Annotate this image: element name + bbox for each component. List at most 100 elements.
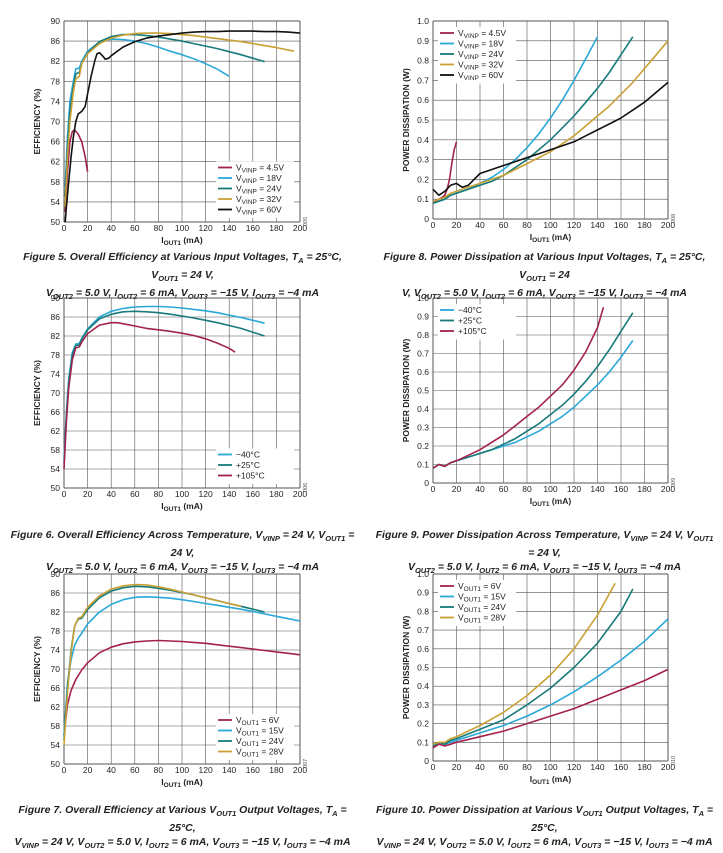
y-tick-label: 78 (51, 626, 61, 636)
series-line-0 (432, 668, 669, 749)
x-tick-label: 60 (130, 765, 140, 775)
x-tick-label: 20 (83, 765, 93, 775)
series-line-4 (64, 30, 301, 223)
x-tick-label: 40 (106, 765, 116, 775)
x-tick-label: 140 (222, 223, 236, 233)
y-tick-label: 82 (51, 331, 61, 341)
x-tick-label: 200 (661, 484, 675, 494)
y-tick-label: 0.6 (417, 367, 429, 377)
figure-10-panel: 0 20 40 60 80 100 120 140 160 180 200 0 0.1 0.2 0.3 0.4… (361, 563, 723, 793)
x-tick-label: 0 (431, 762, 436, 772)
y-tick-label: 0.3 (417, 423, 429, 433)
x-tick-label: 0 (62, 489, 67, 499)
x-tick-label: 120 (199, 223, 213, 233)
y-tick-label: 0.2 (417, 719, 429, 729)
x-tick-label: 100 (175, 489, 189, 499)
legend-entry: VOUT1 = 6V (458, 581, 501, 593)
y-tick-label: 1.0 (417, 16, 429, 26)
x-tick-label: 60 (130, 489, 140, 499)
figure-7-caption: Figure 7. Overall Efficiency at Various … (14, 804, 351, 851)
series-line-1 (64, 38, 230, 187)
series-line-3 (432, 40, 669, 202)
y-tick-label: 0.4 (417, 681, 429, 691)
x-tick-label: 180 (269, 765, 283, 775)
legend-entry: VOUT1 = 15V (236, 726, 284, 738)
x-tick-label: 80 (154, 223, 164, 233)
figure-code: 007 (303, 759, 309, 768)
x-tick-label: 180 (269, 489, 283, 499)
legend-entry: VVINP = 4.5V (458, 28, 506, 40)
x-tick-label: 0 (431, 484, 436, 494)
figure-code: 006 (303, 483, 309, 492)
y-tick-label: 66 (51, 137, 61, 147)
legend-entry: VVINP = 24V (458, 49, 504, 61)
series-line-0 (63, 639, 301, 736)
y-tick-label: 86 (51, 588, 61, 598)
y-tick-label: 78 (51, 350, 61, 360)
y-tick-label: 0.8 (417, 606, 429, 616)
y-tick-label: 0.4 (417, 135, 429, 145)
x-axis-label: IOUT1 (mA) (530, 774, 572, 786)
x-tick-label: 20 (452, 762, 462, 772)
series-line-4 (432, 81, 669, 196)
y-tick-label: 0.6 (417, 644, 429, 654)
figure-5-chart: 0 20 40 60 80 100 120 140 160 180 200 50 54 58 62 66 70 7… (32, 16, 309, 247)
y-tick-label: 0.1 (417, 194, 429, 204)
y-tick-label: 58 (51, 445, 61, 455)
x-tick-label: 140 (590, 762, 604, 772)
x-tick-label: 40 (475, 762, 485, 772)
y-tick-label: 82 (51, 607, 61, 617)
figure-9-chart: 0 20 40 60 80 100 120 140 160 180 200 0 0.1 0.2 0.3 0.4… (401, 293, 677, 508)
x-tick-label: 100 (175, 223, 189, 233)
x-tick-label: 120 (199, 489, 213, 499)
y-tick-label: 66 (51, 683, 61, 693)
y-tick-label: 50 (51, 217, 61, 227)
x-tick-label: 80 (522, 762, 532, 772)
x-tick-label: 100 (543, 220, 557, 230)
x-tick-label: 160 (246, 489, 260, 499)
figure-5-caption: Figure 5. Overall Efficiency at Various … (23, 251, 342, 302)
y-tick-label: 58 (51, 721, 61, 731)
y-axis-label: EFFICIENCY (%) (32, 88, 42, 154)
y-tick-label: 54 (51, 197, 61, 207)
x-tick-label: 120 (567, 484, 581, 494)
x-tick-label: 160 (246, 765, 260, 775)
figure-5-panel: 0 20 40 60 80 100 120 140 160 180 200 50 54 58 62 66 70 7… (0, 10, 361, 247)
x-axis-label: IOUT1 (mA) (530, 232, 572, 244)
x-axis-label: IOUT1 (mA) (530, 496, 572, 508)
legend-entry: +25°C (236, 460, 260, 470)
y-tick-label: 0.3 (417, 700, 429, 710)
series-line-2 (432, 588, 634, 747)
y-tick-label: 86 (51, 36, 61, 46)
x-tick-label: 60 (499, 484, 509, 494)
y-tick-label: 0.7 (417, 349, 429, 359)
y-tick-label: 0 (424, 756, 429, 766)
figure-10-chart: 0 20 40 60 80 100 120 140 160 180 200 0 0.1 0.2 0.3 0.4… (401, 569, 677, 786)
figure-9-panel: 0 20 40 60 80 100 120 140 160 180 200 0 0.1 0.2 0.3 0.4… (361, 287, 723, 517)
legend-entry: VOUT1 = 24V (236, 736, 284, 748)
x-tick-label: 180 (637, 762, 651, 772)
x-axis-label: IOUT1 (mA) (161, 235, 203, 247)
x-tick-label: 120 (199, 765, 213, 775)
legend-entry: VVINP = 32V (236, 194, 282, 206)
y-tick-label: 50 (51, 759, 61, 769)
x-tick-label: 40 (475, 220, 485, 230)
legend-entry: VVINP = 18V (458, 39, 504, 51)
x-tick-label: 160 (246, 223, 260, 233)
y-tick-label: 54 (51, 740, 61, 750)
legend-entry: VVINP = 18V (236, 173, 282, 185)
x-tick-label: 200 (661, 762, 675, 772)
x-tick-label: 140 (590, 484, 604, 494)
figure-6-panel: 0 20 40 60 80 100 120 140 160 180 200 50 54 58 62 66 70 7… (0, 287, 361, 517)
y-tick-label: 58 (51, 177, 61, 187)
y-tick-label: 0.3 (417, 155, 429, 165)
series-line-2 (432, 36, 634, 204)
x-tick-label: 100 (543, 484, 557, 494)
figure-8-chart: 0 20 40 60 80 100 120 140 160 180 200 0 0.1 0.2 0.3 0.4… (401, 16, 677, 244)
y-tick-label: 0.4 (417, 404, 429, 414)
legend-entry: VOUT1 = 6V (236, 715, 279, 727)
x-tick-label: 120 (567, 762, 581, 772)
legend-entry: VVINP = 60V (236, 205, 282, 217)
x-tick-label: 80 (154, 765, 164, 775)
